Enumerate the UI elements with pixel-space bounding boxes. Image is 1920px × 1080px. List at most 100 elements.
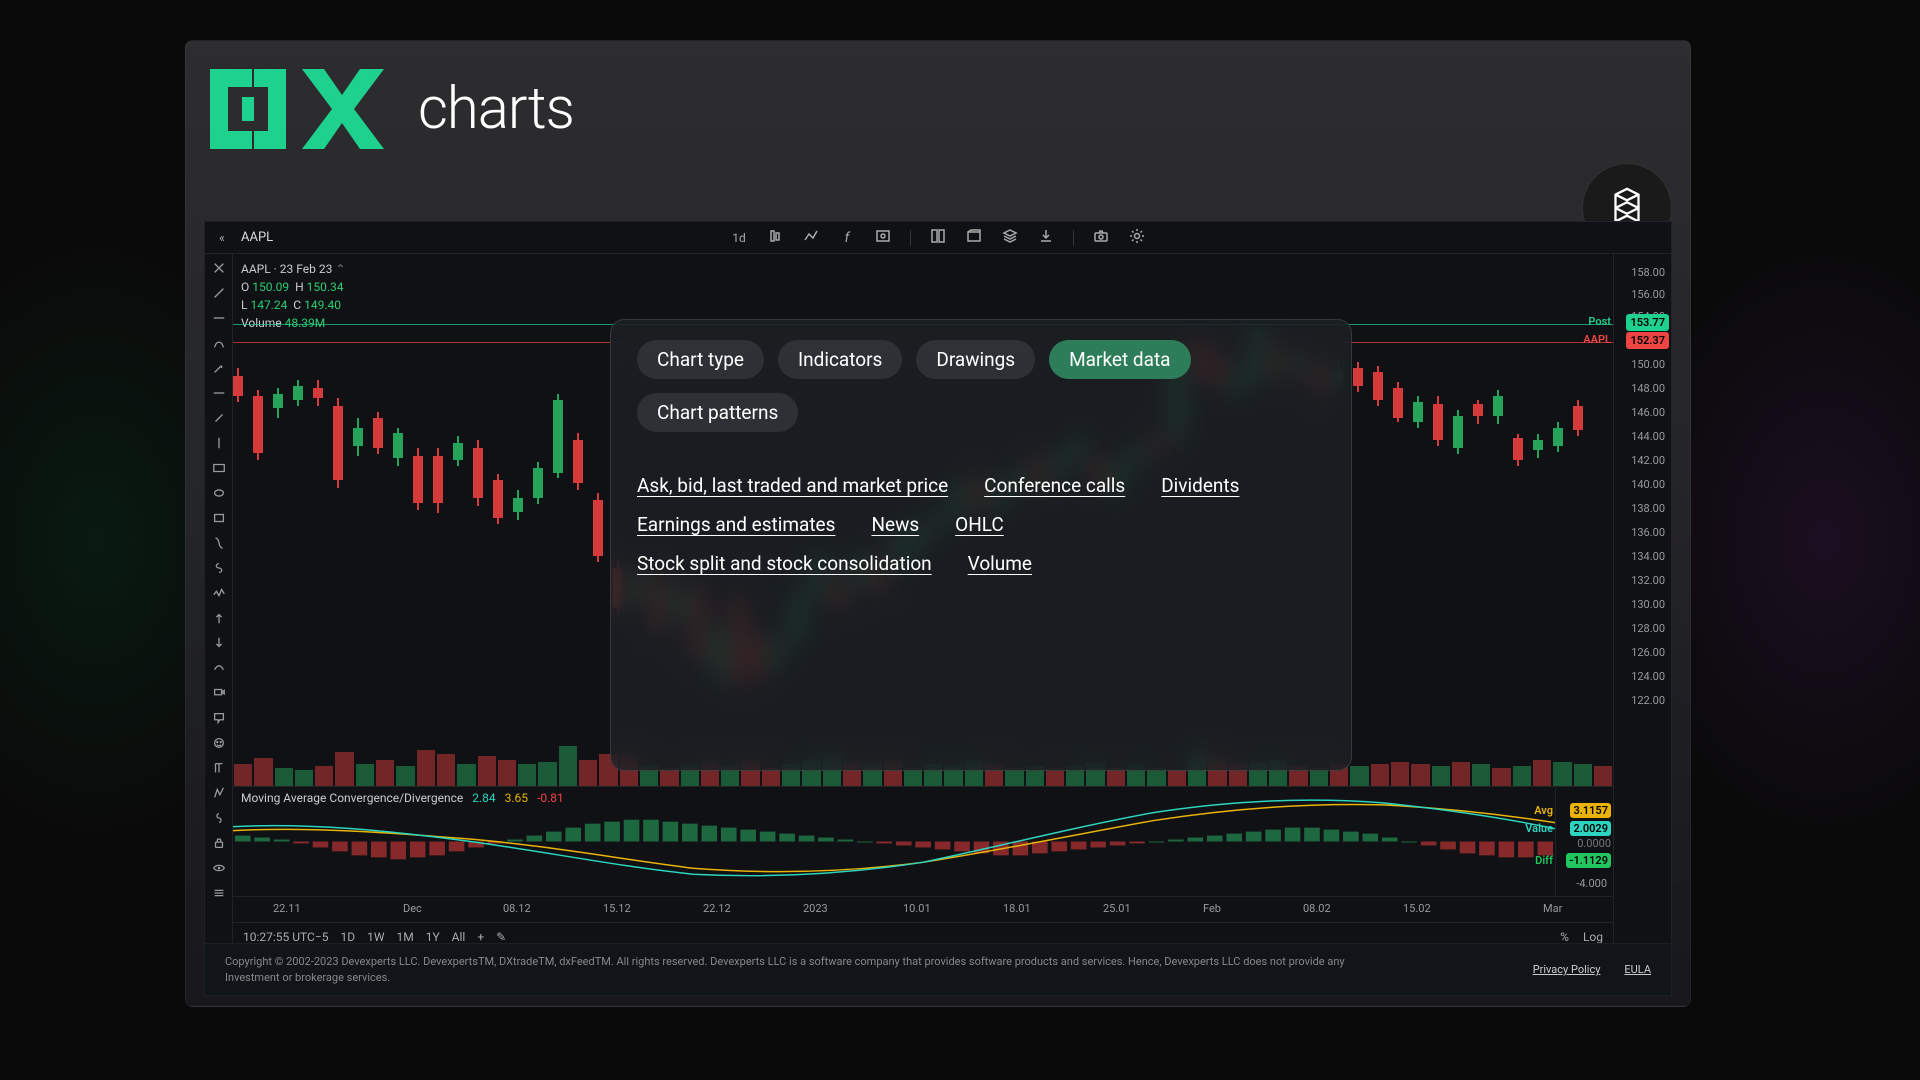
macd-tick: -4.000 [1576, 877, 1607, 890]
footer-link[interactable]: Privacy Policy [1533, 963, 1601, 976]
candle-type-icon[interactable] [766, 228, 784, 248]
modal-tab[interactable]: Drawings [916, 340, 1035, 379]
volume-bar [1472, 764, 1490, 786]
interval-selector[interactable]: 1d [730, 231, 748, 245]
draw-tool-11[interactable] [211, 535, 227, 551]
price-tick: 122.00 [1631, 694, 1665, 707]
download-icon[interactable] [1037, 228, 1055, 248]
scale-Log[interactable]: Log [1583, 930, 1603, 944]
modal-link[interactable]: Volume [968, 552, 1032, 575]
footer-link[interactable]: EULA [1624, 963, 1651, 976]
scale-%[interactable]: % [1560, 930, 1569, 944]
time-tick: 22.12 [703, 902, 731, 915]
draw-tool-23[interactable] [211, 835, 227, 851]
time-tick: 08.02 [1303, 902, 1331, 915]
price-tick: 156.00 [1631, 288, 1665, 301]
draw-tool-8[interactable] [211, 460, 227, 476]
modal-link[interactable]: Earnings and estimates [637, 513, 835, 536]
settings-icon[interactable] [1128, 228, 1146, 248]
volume-bar [1391, 762, 1409, 786]
draw-tool-5[interactable] [211, 385, 227, 401]
modal-tab[interactable]: Chart patterns [637, 393, 798, 432]
modal-link[interactable]: Dividents [1161, 474, 1239, 497]
draw-tool-20[interactable] [211, 760, 227, 776]
time-axis: 22.11Dec08.1215.1222.12202310.0118.0125.… [233, 896, 1613, 922]
volume-bar [376, 760, 394, 786]
draw-tool-22[interactable] [211, 810, 227, 826]
draw-tool-12[interactable] [211, 560, 227, 576]
macd-pane[interactable]: Moving Average Convergence/Divergence 2.… [233, 786, 1613, 896]
price-tick: 128.00 [1631, 622, 1665, 635]
top-toolbar: « AAPL 1d f [205, 222, 1671, 254]
fx-icon[interactable]: f [838, 230, 856, 246]
time-tick: 15.12 [603, 902, 631, 915]
volume-bar [1594, 766, 1612, 786]
price-tick: 140.00 [1631, 478, 1665, 491]
volume-bar [518, 764, 536, 786]
modal-tab[interactable]: Chart type [637, 340, 764, 379]
modal-link[interactable]: Conference calls [984, 474, 1125, 497]
collapse-sidebar-icon[interactable]: « [213, 231, 231, 245]
logo-mark-icon [210, 69, 400, 149]
macd-badge-label: Value [1525, 822, 1553, 835]
modal-link[interactable]: Ask, bid, last traded and market price [637, 474, 948, 497]
draw-tool-4[interactable] [211, 360, 227, 376]
volume-bar [1350, 766, 1368, 786]
volume-bar [457, 764, 475, 786]
modal-link[interactable]: OHLC [955, 513, 1004, 536]
assistant-modal: Chart type Indicators Drawings Market data C… [610, 319, 1352, 771]
range-1W[interactable]: 1W [367, 930, 384, 944]
toolbar-divider [1073, 230, 1074, 246]
draw-tool-7[interactable] [211, 435, 227, 451]
volume-bar [478, 756, 496, 786]
draw-tool-2[interactable] [211, 310, 227, 326]
draw-tool-3[interactable] [211, 335, 227, 351]
modal-tab[interactable]: Market data [1049, 340, 1190, 379]
draw-tool-25[interactable] [211, 885, 227, 901]
draw-tool-21[interactable] [211, 785, 227, 801]
draw-tool-9[interactable] [211, 485, 227, 501]
price-axis[interactable]: 158.00156.00154.00152.00150.00148.00146.… [1613, 254, 1671, 950]
snapshot-icon[interactable] [874, 228, 892, 248]
modal-link[interactable]: Stock split and stock consolidation [637, 552, 932, 575]
draw-tool-18[interactable] [211, 710, 227, 726]
volume-bar [315, 766, 333, 786]
draw-tool-17[interactable] [211, 685, 227, 701]
draw-tool-14[interactable] [211, 610, 227, 626]
camera-icon[interactable] [1092, 228, 1110, 248]
volume-bar [254, 758, 272, 786]
draw-tool-24[interactable] [211, 860, 227, 876]
macd-badge-label: Avg [1534, 804, 1553, 817]
volume-bar [1533, 760, 1551, 786]
draw-tool-13[interactable] [211, 585, 227, 601]
range-All[interactable]: All [452, 930, 466, 944]
drawing-toolbar [205, 254, 233, 950]
templates-icon[interactable] [965, 228, 983, 248]
draw-tool-16[interactable] [211, 660, 227, 676]
range-1D[interactable]: 1D [340, 930, 355, 944]
volume-bar [1432, 766, 1450, 786]
range-1Y[interactable]: 1Y [426, 930, 440, 944]
draw-tool-0[interactable] [211, 260, 227, 276]
draw-tool-15[interactable] [211, 635, 227, 651]
modal-link[interactable]: News [871, 513, 919, 536]
edit-icon[interactable]: ✎ [496, 930, 506, 944]
logo-word: charts [418, 75, 574, 143]
app-frame: charts Ask ChatGPT! « AAPL 1d f [185, 40, 1691, 1007]
draw-tool-6[interactable] [211, 410, 227, 426]
volume-bar [417, 750, 435, 786]
draw-tool-19[interactable] [211, 735, 227, 751]
time-tick: 10.01 [903, 902, 931, 915]
toolbar-tool-group: 1d f [730, 228, 1146, 248]
draw-tool-1[interactable] [211, 285, 227, 301]
layers-icon[interactable] [1001, 228, 1019, 248]
symbol-label[interactable]: AAPL [241, 230, 273, 245]
modal-link-list: Ask, bid, last traded and market price Co… [637, 474, 1325, 575]
modal-tab[interactable]: Indicators [778, 340, 902, 379]
add-button[interactable]: + [477, 930, 484, 944]
volume-bar [234, 764, 252, 786]
indicators-icon[interactable] [802, 228, 820, 248]
draw-tool-10[interactable] [211, 510, 227, 526]
range-1M[interactable]: 1M [396, 930, 413, 944]
layout-icon[interactable] [929, 228, 947, 248]
